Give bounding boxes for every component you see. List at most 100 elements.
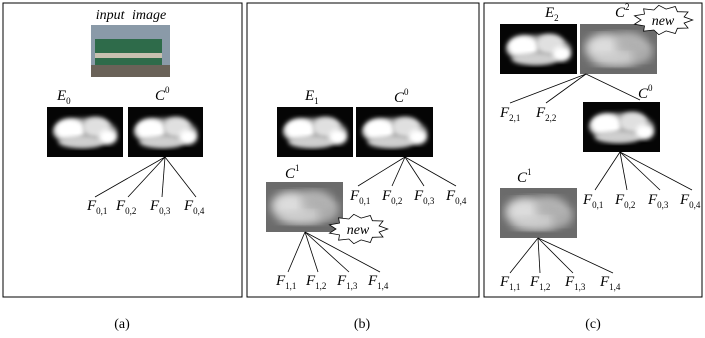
texture — [99, 130, 117, 145]
new-label: new — [347, 223, 370, 238]
symbol-subscript: 1,4 — [609, 282, 621, 292]
symbol-label: F0,4 — [183, 198, 205, 216]
symbol-label: F2,1 — [499, 105, 520, 123]
image-content — [47, 107, 123, 157]
texture — [179, 130, 197, 145]
connector — [510, 238, 538, 273]
connector — [405, 157, 456, 186]
image-content — [356, 107, 433, 157]
connector — [405, 157, 424, 186]
symbol-superscript: 0 — [648, 83, 653, 93]
connector — [128, 157, 165, 197]
symbol-label: C0 — [394, 87, 409, 106]
feature-image — [500, 188, 577, 238]
symbol-superscript: 1 — [295, 163, 300, 173]
texture — [58, 136, 104, 148]
connector — [586, 74, 640, 100]
symbol-subscript: 0,3 — [423, 196, 435, 206]
connector — [538, 238, 573, 273]
connector — [162, 157, 165, 197]
symbol-base: E — [304, 88, 314, 104]
symbol-subscript: 0,4 — [193, 206, 205, 216]
symbol-label: C2 — [615, 2, 630, 21]
symbol-subscript: 0,1 — [592, 200, 603, 210]
symbol-label: F1,3 — [564, 274, 586, 292]
symbol-label: F0,2 — [614, 192, 635, 210]
texture — [552, 211, 570, 226]
symbol-subscript: 2,2 — [545, 113, 556, 123]
symbol-subscript: 0 — [66, 96, 71, 106]
texture — [635, 125, 653, 140]
symbol-subscript: 1,3 — [346, 281, 358, 291]
stripe — [95, 53, 162, 58]
connector — [546, 74, 586, 103]
texture — [632, 47, 650, 62]
symbol-subscript: 1 — [314, 96, 319, 106]
image-content — [128, 107, 203, 157]
texture — [139, 136, 184, 148]
symbol-subscript: 0,1 — [96, 206, 107, 216]
symbol-label: E1 — [304, 88, 319, 106]
texture — [512, 53, 558, 65]
symbol-subscript: 0,4 — [689, 200, 701, 210]
symbol-subscript: 1,2 — [539, 282, 550, 292]
texture — [552, 47, 570, 62]
connector — [620, 152, 692, 190]
ground — [91, 65, 170, 77]
symbol-subscript: 0,1 — [359, 196, 370, 206]
image-content — [500, 188, 577, 238]
symbol-subscript: 0,2 — [624, 200, 635, 210]
symbol-label: F1,2 — [305, 273, 326, 291]
image-content — [580, 24, 657, 74]
texture — [512, 217, 558, 229]
symbol-label: F2,2 — [535, 105, 556, 123]
symbol-subscript: 0,2 — [391, 196, 402, 206]
symbol-label: F1,1 — [275, 273, 296, 291]
texture — [592, 53, 638, 65]
image-content — [500, 24, 577, 74]
texture — [595, 131, 641, 143]
symbol-label: E2 — [544, 5, 559, 23]
image-content — [583, 102, 660, 152]
symbol-subscript: 0,4 — [455, 196, 467, 206]
symbol-base: E — [544, 5, 554, 21]
texture — [318, 205, 336, 220]
symbol-label: F0,1 — [86, 198, 107, 216]
symbol-label: F0,2 — [381, 188, 402, 206]
symbol-label: F0,1 — [349, 188, 370, 206]
symbol-subscript: 1,3 — [574, 282, 586, 292]
symbol-subscript: 0,2 — [125, 206, 136, 216]
connector — [538, 238, 613, 273]
symbol-subscript: 1,4 — [377, 281, 389, 291]
symbol-subscript: 0,3 — [159, 206, 171, 216]
texture — [408, 130, 426, 145]
feature-image — [277, 107, 353, 157]
symbol-label: F0,1 — [582, 192, 603, 210]
connector — [510, 74, 586, 103]
symbol-superscript: 0 — [404, 87, 409, 97]
symbol-label: F1,3 — [336, 273, 358, 291]
feature-image — [47, 107, 123, 157]
feature-image — [583, 102, 660, 152]
symbol-label: F1,1 — [499, 274, 520, 292]
new-label: new — [652, 14, 675, 29]
symbol-label: C0 — [155, 85, 170, 104]
connector — [95, 157, 165, 197]
texture — [288, 136, 334, 148]
texture — [368, 136, 414, 148]
feature-image — [91, 25, 170, 77]
connector — [538, 238, 540, 273]
connector — [595, 152, 620, 190]
feature-image — [128, 107, 203, 157]
symbol-label: C1 — [517, 167, 532, 186]
symbol-label: E0 — [56, 88, 71, 106]
image-content — [91, 25, 170, 77]
figure: E0C0F0,1F0,2F0,3F0,4input image(a)E1C0C1… — [0, 0, 705, 338]
connector — [288, 232, 305, 272]
symbol-subscript: 2 — [554, 13, 559, 23]
feature-image — [356, 107, 433, 157]
panel-caption: (a) — [114, 317, 130, 332]
symbol-subscript: 0,3 — [657, 200, 669, 210]
feature-image — [500, 24, 577, 74]
symbol-label: F0,2 — [115, 198, 136, 216]
